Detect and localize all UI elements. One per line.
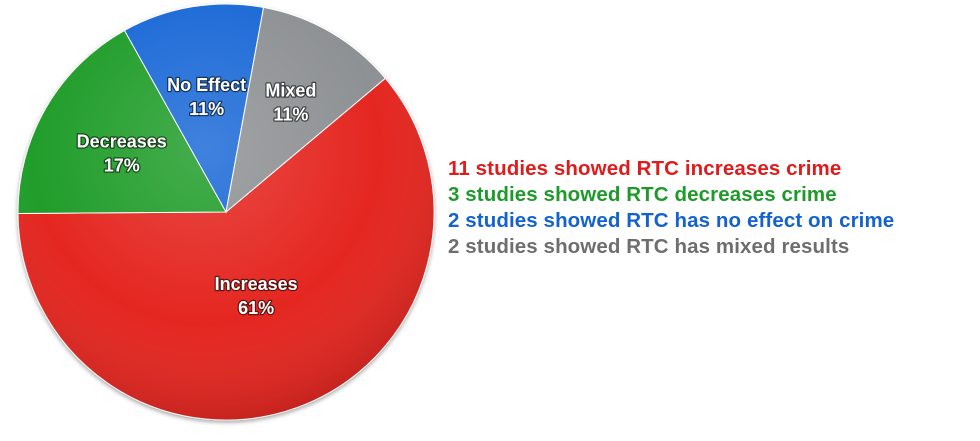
slice-label-increases: Increases — [215, 274, 298, 294]
slice-value-decreases: 17% — [104, 155, 140, 175]
slice-value-increases: 61% — [238, 298, 274, 318]
legend-item-decreases: 3 studies showed RTC decreases crime — [448, 183, 837, 206]
pie-labels: Increases 61% Decreases 17% No Effect 11% Mixe… — [75, 74, 317, 319]
slice-label-mixed: Mixed — [265, 81, 316, 101]
slice-value-mixed: 11% — [273, 105, 308, 125]
legend-item-no-effect: 2 studies showed RTC has no effect on cr… — [448, 209, 895, 232]
chart-legend: 11 studies showed RTC increases crime 3 … — [448, 156, 978, 260]
legend-item-mixed: 2 studies showed RTC has mixed results — [448, 235, 850, 258]
slice-label-decreases: Decreases — [77, 131, 167, 151]
pie-highlight — [18, 4, 434, 420]
slice-label-no-effect: No Effect — [167, 75, 246, 95]
legend-item-increases: 11 studies showed RTC increases crime — [448, 157, 842, 180]
pie-gloss — [18, 4, 434, 420]
slice-value-no-effect: 11% — [189, 99, 224, 119]
